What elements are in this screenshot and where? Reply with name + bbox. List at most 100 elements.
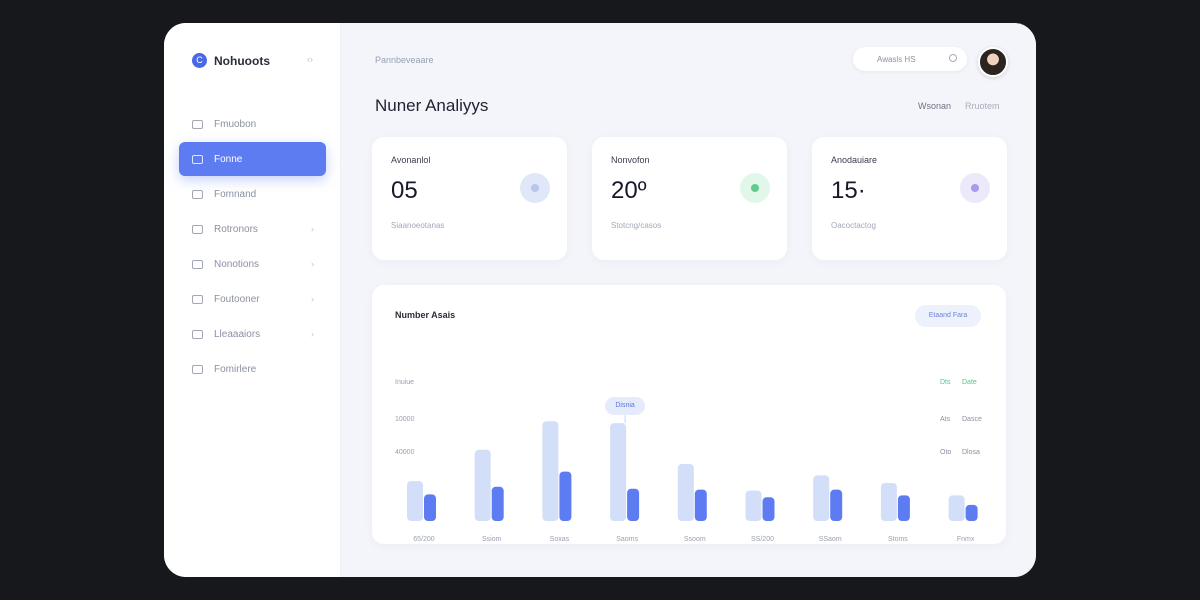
x-tick-label: Soxas [550,536,570,543]
tab-first[interactable]: Wsonan [918,101,952,111]
brand-name: Nohuoots [214,53,270,68]
sidebar-item-label: Rotronors [214,223,258,235]
inbox-icon [192,329,203,339]
bar-series-1-7[interactable] [813,475,830,521]
users-icon [192,224,203,234]
bar-series-2-2[interactable] [491,486,504,521]
chart-icon [192,154,203,164]
bar-series-2-6[interactable] [762,497,775,521]
chevron-right-icon: › [311,294,314,304]
sidebar-item-7[interactable]: Lleaaaiors › [179,317,326,351]
app-window: C Nohuoots ‹› Fmuobon Fonne Fomnand Rotrono… [164,23,1036,577]
sidebar: C Nohuoots ‹› Fmuobon Fonne Fomnand Rotrono… [164,23,341,577]
sidebar-item-1[interactable]: Fmuobon [179,107,326,141]
stat-label: Anodauiare [831,155,878,165]
search-input[interactable] [875,53,957,65]
bar-series-1-3[interactable] [542,421,559,521]
stat-subtext: Oacoctactog [831,221,876,230]
x-tick-label: Stoms [888,536,908,543]
sidebar-item-label: Fomirlere [214,363,257,375]
stat-value: 20º [611,177,647,204]
chevron-right-icon: › [311,224,314,234]
bar-series-2-1[interactable] [424,494,436,521]
sidebar-item-5[interactable]: Nonotions › [179,247,326,281]
sidebar-item-label: Fomnand [214,188,257,200]
x-tick-label: SS/200 [751,536,774,543]
brand[interactable]: C Nohuoots [192,53,270,68]
main-content: Pannbeveaare Nuner Analiyys Wsonan Rruot… [341,23,1036,577]
search-box[interactable] [853,47,967,71]
folder-icon [192,294,203,304]
bar-series-2-3[interactable] [559,471,572,521]
stat-badge-dot [531,184,539,192]
calendar-icon [192,189,203,199]
x-tick-label: SSaom [819,536,842,543]
bar-series-1-2[interactable] [474,449,491,521]
sidebar-item-4[interactable]: Rotronors › [179,212,326,246]
y-tick-label: 10000 [395,416,415,423]
bar-series-1-5[interactable] [677,464,694,521]
bar-series-2-5[interactable] [694,489,707,521]
bar-series-2-8[interactable] [897,495,910,521]
sidebar-item-6[interactable]: Foutooner › [179,282,326,316]
x-tick-label: 65/200 [413,536,435,543]
sidebar-item-label: Nonotions [214,258,260,270]
bar-series-2-4[interactable] [627,488,640,521]
stat-card[interactable]: Nonvofon 20º Stotcng/casos [592,137,787,260]
sidebar-item-label: Lleaaaiors [214,328,261,340]
bar-series-1-8[interactable] [880,483,897,521]
tab-second[interactable]: Rruotem [965,101,1000,111]
x-tick-label: Ssiom [482,536,502,543]
stat-badge-icon [740,173,770,203]
stat-card[interactable]: Avonanlol 05 Siaanoeotanas [372,137,567,260]
stat-badge-icon [960,173,990,203]
sidebar-nav: Fmuobon Fonne Fomnand Rotronors › Nonotions › F… [179,107,326,387]
bar-series-2-7[interactable] [830,489,843,521]
y-tick-label: 40000 [395,449,415,456]
legend-key: Ats [940,416,951,423]
chart-card: Number Asais Etaand Fara Inuiue 10000 4000… [372,285,1006,544]
brand-logo-icon: C [192,53,207,68]
legend-key: Oto [940,449,951,456]
bar-series-1-6[interactable] [745,490,762,521]
bar-series-1-4[interactable] [610,423,627,521]
sidebar-item-2[interactable]: Fonne [179,142,326,176]
header-tabs: Wsonan Rruotem [918,101,1014,111]
sidebar-item-label: Fonne [214,153,243,165]
stat-subtext: Stotcng/casos [611,221,662,230]
legend-value: Dasce [962,416,982,423]
stat-badge-icon [520,173,550,203]
sidebar-item-8[interactable]: Fomirlere [179,352,326,386]
chevron-right-icon: › [311,329,314,339]
bar-series-1-9[interactable] [948,495,965,521]
avatar[interactable] [978,47,1008,77]
stat-value: 15· [831,177,866,204]
chart-title: Number Asais [395,310,456,320]
file-icon [192,364,203,374]
page-title: Nuner Analiyys [375,96,489,115]
bar-series-2-9[interactable] [965,504,978,521]
chart-tooltip: Disnia [605,397,646,416]
chart-action-button[interactable]: Etaand Fara [915,305,981,327]
stat-badge-dot [751,184,759,192]
stat-label: Nonvofon [611,155,650,165]
x-tick-label: Saoms [616,536,638,543]
sidebar-item-label: Foutooner [214,293,260,305]
x-tick-label: Ssoom [684,536,706,543]
sidebar-item-3[interactable]: Fomnand [179,177,326,211]
grid-icon [192,119,203,129]
y-tick-label: Inuiue [395,379,414,386]
bar-series-1-1[interactable] [407,481,423,521]
breadcrumb[interactable]: Pannbeveaare [375,55,434,65]
stat-label: Avonanlol [391,155,431,165]
collapse-sidebar-icon[interactable]: ‹› [307,54,313,64]
legend-key: Dts [940,379,951,386]
search-icon[interactable] [949,54,957,62]
legend-value: Date [962,379,977,386]
stat-value: 05 [391,177,418,204]
bar-chart: Inuiue 10000 40000 Dts Date Ats Dasce Oto Dlosa 6… [395,379,982,543]
stat-card[interactable]: Anodauiare 15· Oacoctactog [812,137,1007,260]
stat-subtext: Siaanoeotanas [391,221,445,230]
chevron-right-icon: › [311,259,314,269]
sidebar-item-label: Fmuobon [214,118,257,130]
